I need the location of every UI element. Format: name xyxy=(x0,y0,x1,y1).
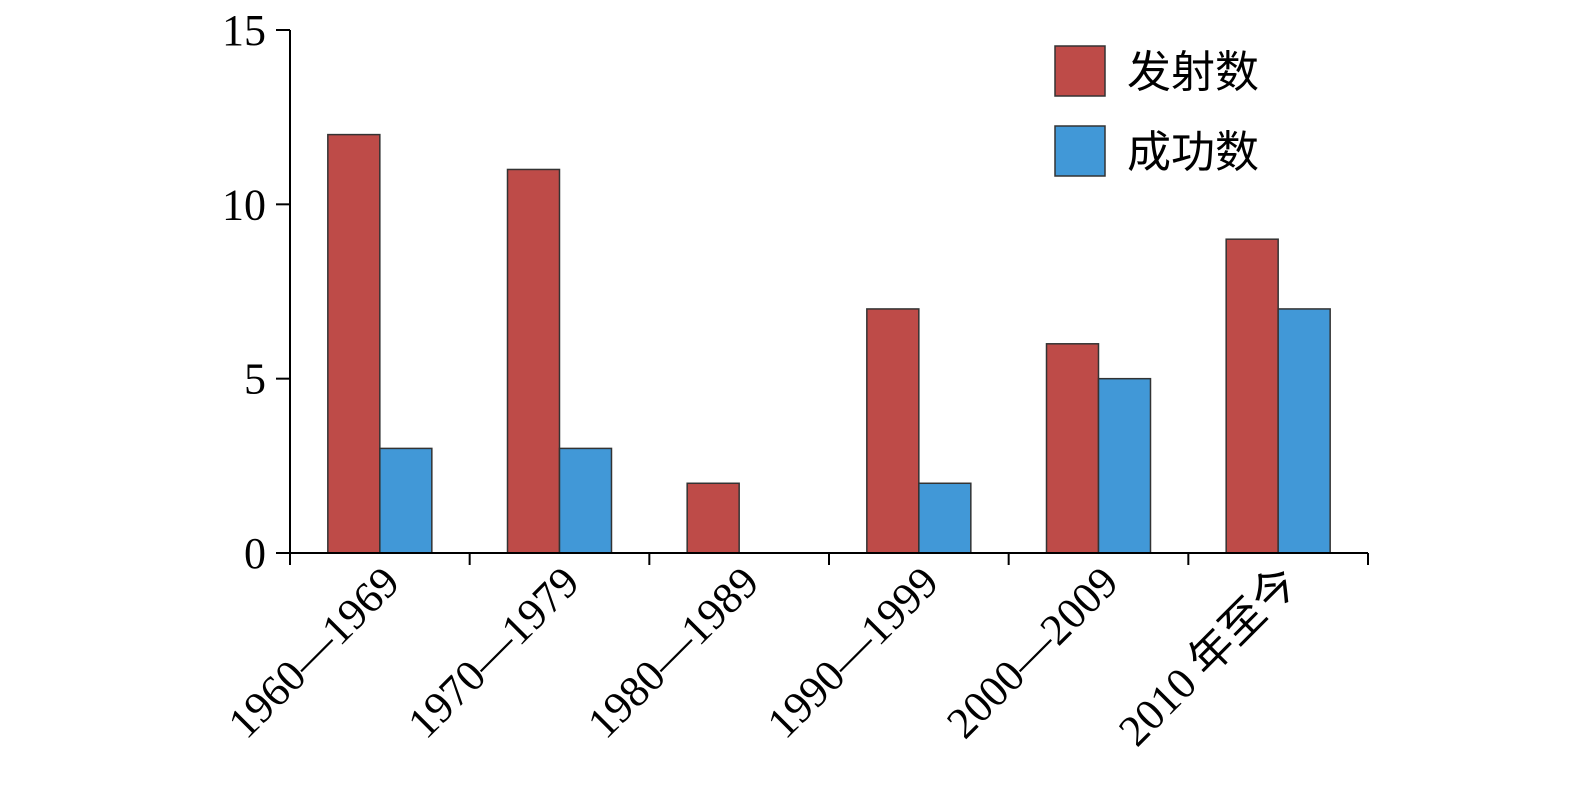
x-tick-label: 2000—2009 xyxy=(937,557,1127,747)
bar-success-3 xyxy=(918,482,972,554)
legend-swatch xyxy=(1054,45,1106,97)
bars-layer xyxy=(327,133,1331,554)
x-tick-label: 1980—1989 xyxy=(578,557,768,747)
x-tick-label: 2010 年至今 xyxy=(1109,557,1307,755)
legend-label: 发射数 xyxy=(1127,48,1259,97)
bar-launch-1 xyxy=(506,168,561,554)
bar-launch-2 xyxy=(686,482,740,554)
bar-launch-0 xyxy=(327,133,381,554)
y-tick-label: 10 xyxy=(222,180,266,229)
legend-swatch xyxy=(1054,125,1106,177)
legend-label: 成功数 xyxy=(1127,128,1259,177)
x-tick-label: 1970—1979 xyxy=(398,557,588,747)
y-tick-label: 5 xyxy=(244,355,266,404)
bar-success-4 xyxy=(1097,377,1152,554)
bar-success-0 xyxy=(379,447,433,554)
bar-launch-3 xyxy=(866,308,920,554)
y-tick-label: 0 xyxy=(244,529,266,578)
x-tick-label: 1960—1969 xyxy=(219,557,409,747)
bar-launch-4 xyxy=(1045,343,1100,554)
axes-layer xyxy=(276,29,1369,565)
bar-launch-5 xyxy=(1225,238,1279,554)
x-tick-label: 1990—1999 xyxy=(758,557,948,747)
y-tick-label: 15 xyxy=(222,6,266,55)
bar-success-5 xyxy=(1277,308,1331,554)
bar-success-1 xyxy=(558,447,613,554)
